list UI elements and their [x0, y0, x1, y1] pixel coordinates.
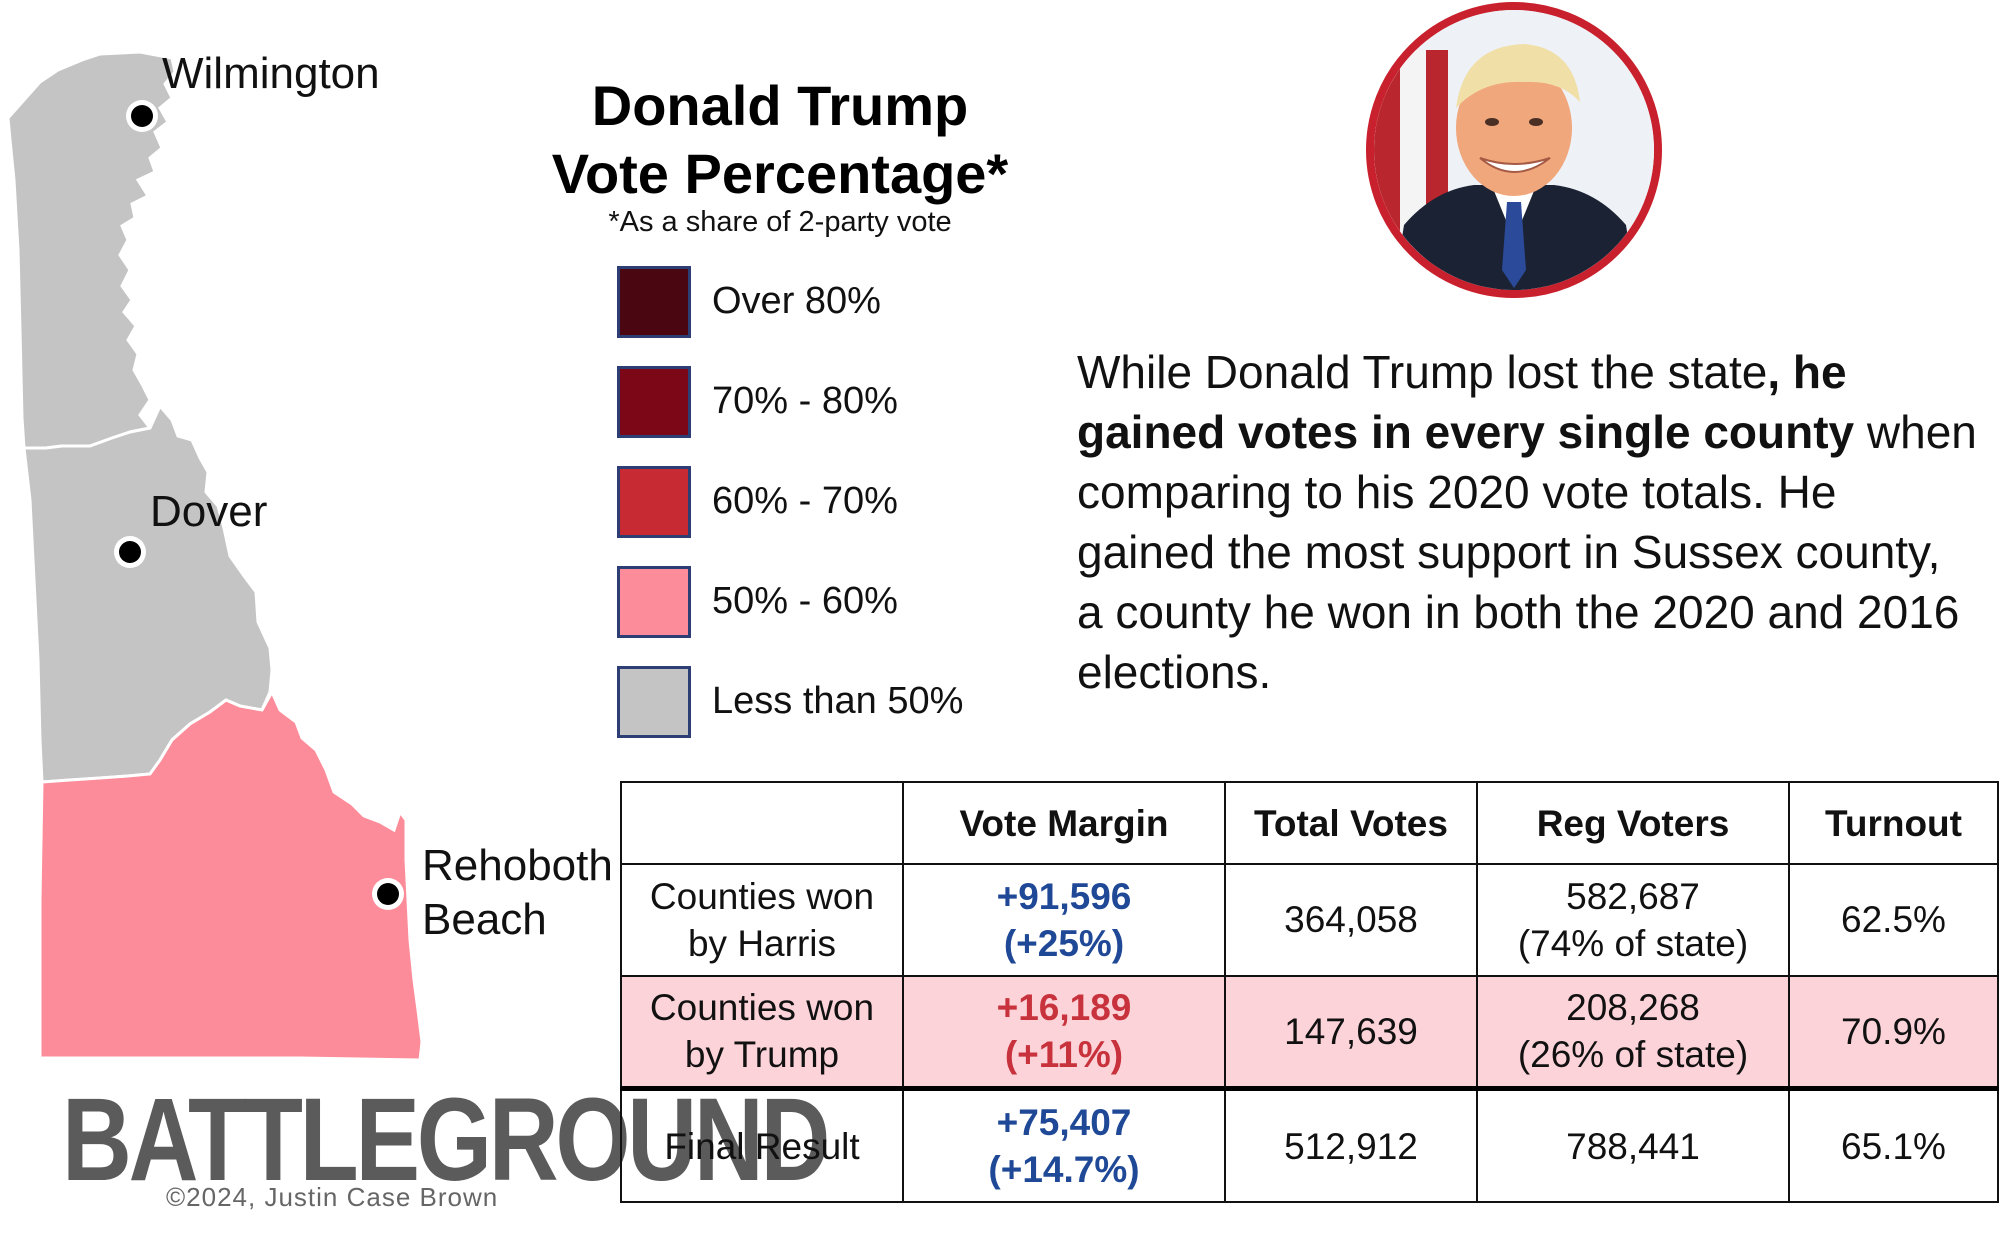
row-label: Final Result: [620, 1086, 904, 1204]
reg-voters-value: 582,687: [1566, 875, 1700, 917]
city-label: Rehoboth: [422, 841, 613, 890]
vote-margin-cell: +16,189 (+11%): [902, 974, 1226, 1090]
legend-label: Less than 50%: [712, 680, 964, 722]
legend-label: Over 80%: [712, 280, 881, 322]
header-turnout: Turnout: [1788, 781, 1999, 865]
reg-voters-share: (26% of state): [1517, 1034, 1749, 1076]
battleground-logo: BATTLEGROUND: [62, 1074, 830, 1206]
legend-label: 70% - 80%: [712, 380, 898, 422]
legend-title-line1: Donald Trump: [591, 74, 969, 137]
reg-voters-share: (74% of state): [1517, 922, 1749, 964]
vote-margin-cell: +75,407 (+14.7%): [902, 1086, 1226, 1204]
row-label-line2: by Trump: [684, 1034, 840, 1076]
legend-swatch: [617, 666, 691, 738]
city-marker-icon[interactable]: [377, 883, 399, 905]
vote-margin-value: +16,189: [996, 987, 1132, 1029]
row-label: Counties won by Harris: [620, 863, 904, 977]
vote-margin-percent: (+14.7%): [988, 1149, 1140, 1191]
summary-bold: , he gained votes in every single county: [1077, 346, 1855, 458]
row-label-line1: Counties won: [649, 987, 875, 1029]
summary-part2: when comparing to his 2020 vote totals. …: [1077, 406, 1977, 698]
legend-title-line2: Vote Percentage*: [551, 142, 1009, 205]
city-label: Wilmington: [162, 49, 380, 98]
vote-margin-value: +75,407: [996, 1102, 1132, 1144]
results-table: Vote Margin Total Votes Reg Voters Turno…: [620, 781, 1999, 1204]
city-marker-icon[interactable]: [131, 105, 153, 127]
legend-swatch: [617, 566, 691, 638]
header-vote-margin: Vote Margin: [902, 781, 1226, 865]
city-label-line2: Beach: [422, 895, 547, 944]
legend-title: Donald Trump Vote Percentage*: [520, 72, 1040, 208]
candidate-portrait-icon: [1366, 2, 1662, 298]
legend-label: 60% - 70%: [712, 480, 898, 522]
vote-margin-percent: (+11%): [1004, 1034, 1124, 1076]
header-total-votes: Total Votes: [1224, 781, 1478, 865]
portrait-illustration: [1374, 10, 1654, 290]
turnout-cell: 70.9%: [1788, 974, 1999, 1090]
total-votes-cell: 147,639: [1224, 974, 1478, 1090]
total-votes-cell: 512,912: [1224, 1086, 1478, 1204]
turnout-cell: 62.5%: [1788, 863, 1999, 977]
header-reg-voters: Reg Voters: [1476, 781, 1790, 865]
city-label: Dover: [150, 487, 267, 536]
legend-swatch: [617, 266, 691, 338]
row-label-line2: by Harris: [687, 922, 837, 964]
city-marker-icon[interactable]: [119, 541, 141, 563]
table-row-harris: Counties won by Harris +91,596 (+25%) 36…: [620, 863, 1999, 977]
copyright-text: ©2024, Justin Case Brown: [166, 1182, 499, 1212]
summary-paragraph: While Donald Trump lost the state, he ga…: [1077, 342, 1977, 702]
table-header-row: Vote Margin Total Votes Reg Voters Turno…: [620, 781, 1999, 865]
header-blank: [620, 781, 904, 865]
legend-swatch: [617, 466, 691, 538]
vote-margin-percent: (+25%): [1003, 922, 1125, 964]
reg-voters-cell: 582,687 (74% of state): [1476, 863, 1790, 977]
legend-swatch: [617, 366, 691, 438]
row-label-line1: Counties won: [649, 875, 875, 917]
vote-margin-cell: +91,596 (+25%): [902, 863, 1226, 977]
table-row-trump: Counties won by Trump +16,189 (+11%) 147…: [620, 974, 1999, 1090]
total-votes-cell: 364,058: [1224, 863, 1478, 977]
table-row-final: Final Result +75,407 (+14.7%) 512,912 78…: [620, 1086, 1999, 1204]
legend-note: *As a share of 2-party vote: [608, 206, 952, 238]
summary-part1: While Donald Trump lost the state: [1077, 346, 1768, 398]
reg-voters-cell: 788,441: [1476, 1086, 1790, 1204]
reg-voters-value: 208,268: [1566, 987, 1700, 1029]
delaware-county-map: Wilmington Dover Rehoboth Beach: [6, 49, 613, 1062]
reg-voters-cell: 208,268 (26% of state): [1476, 974, 1790, 1090]
county-sussex[interactable]: [38, 688, 424, 1062]
vote-margin-value: +91,596: [996, 875, 1132, 917]
legend-label: 50% - 60%: [712, 580, 898, 622]
turnout-cell: 65.1%: [1788, 1086, 1999, 1204]
row-label: Counties won by Trump: [620, 974, 904, 1090]
